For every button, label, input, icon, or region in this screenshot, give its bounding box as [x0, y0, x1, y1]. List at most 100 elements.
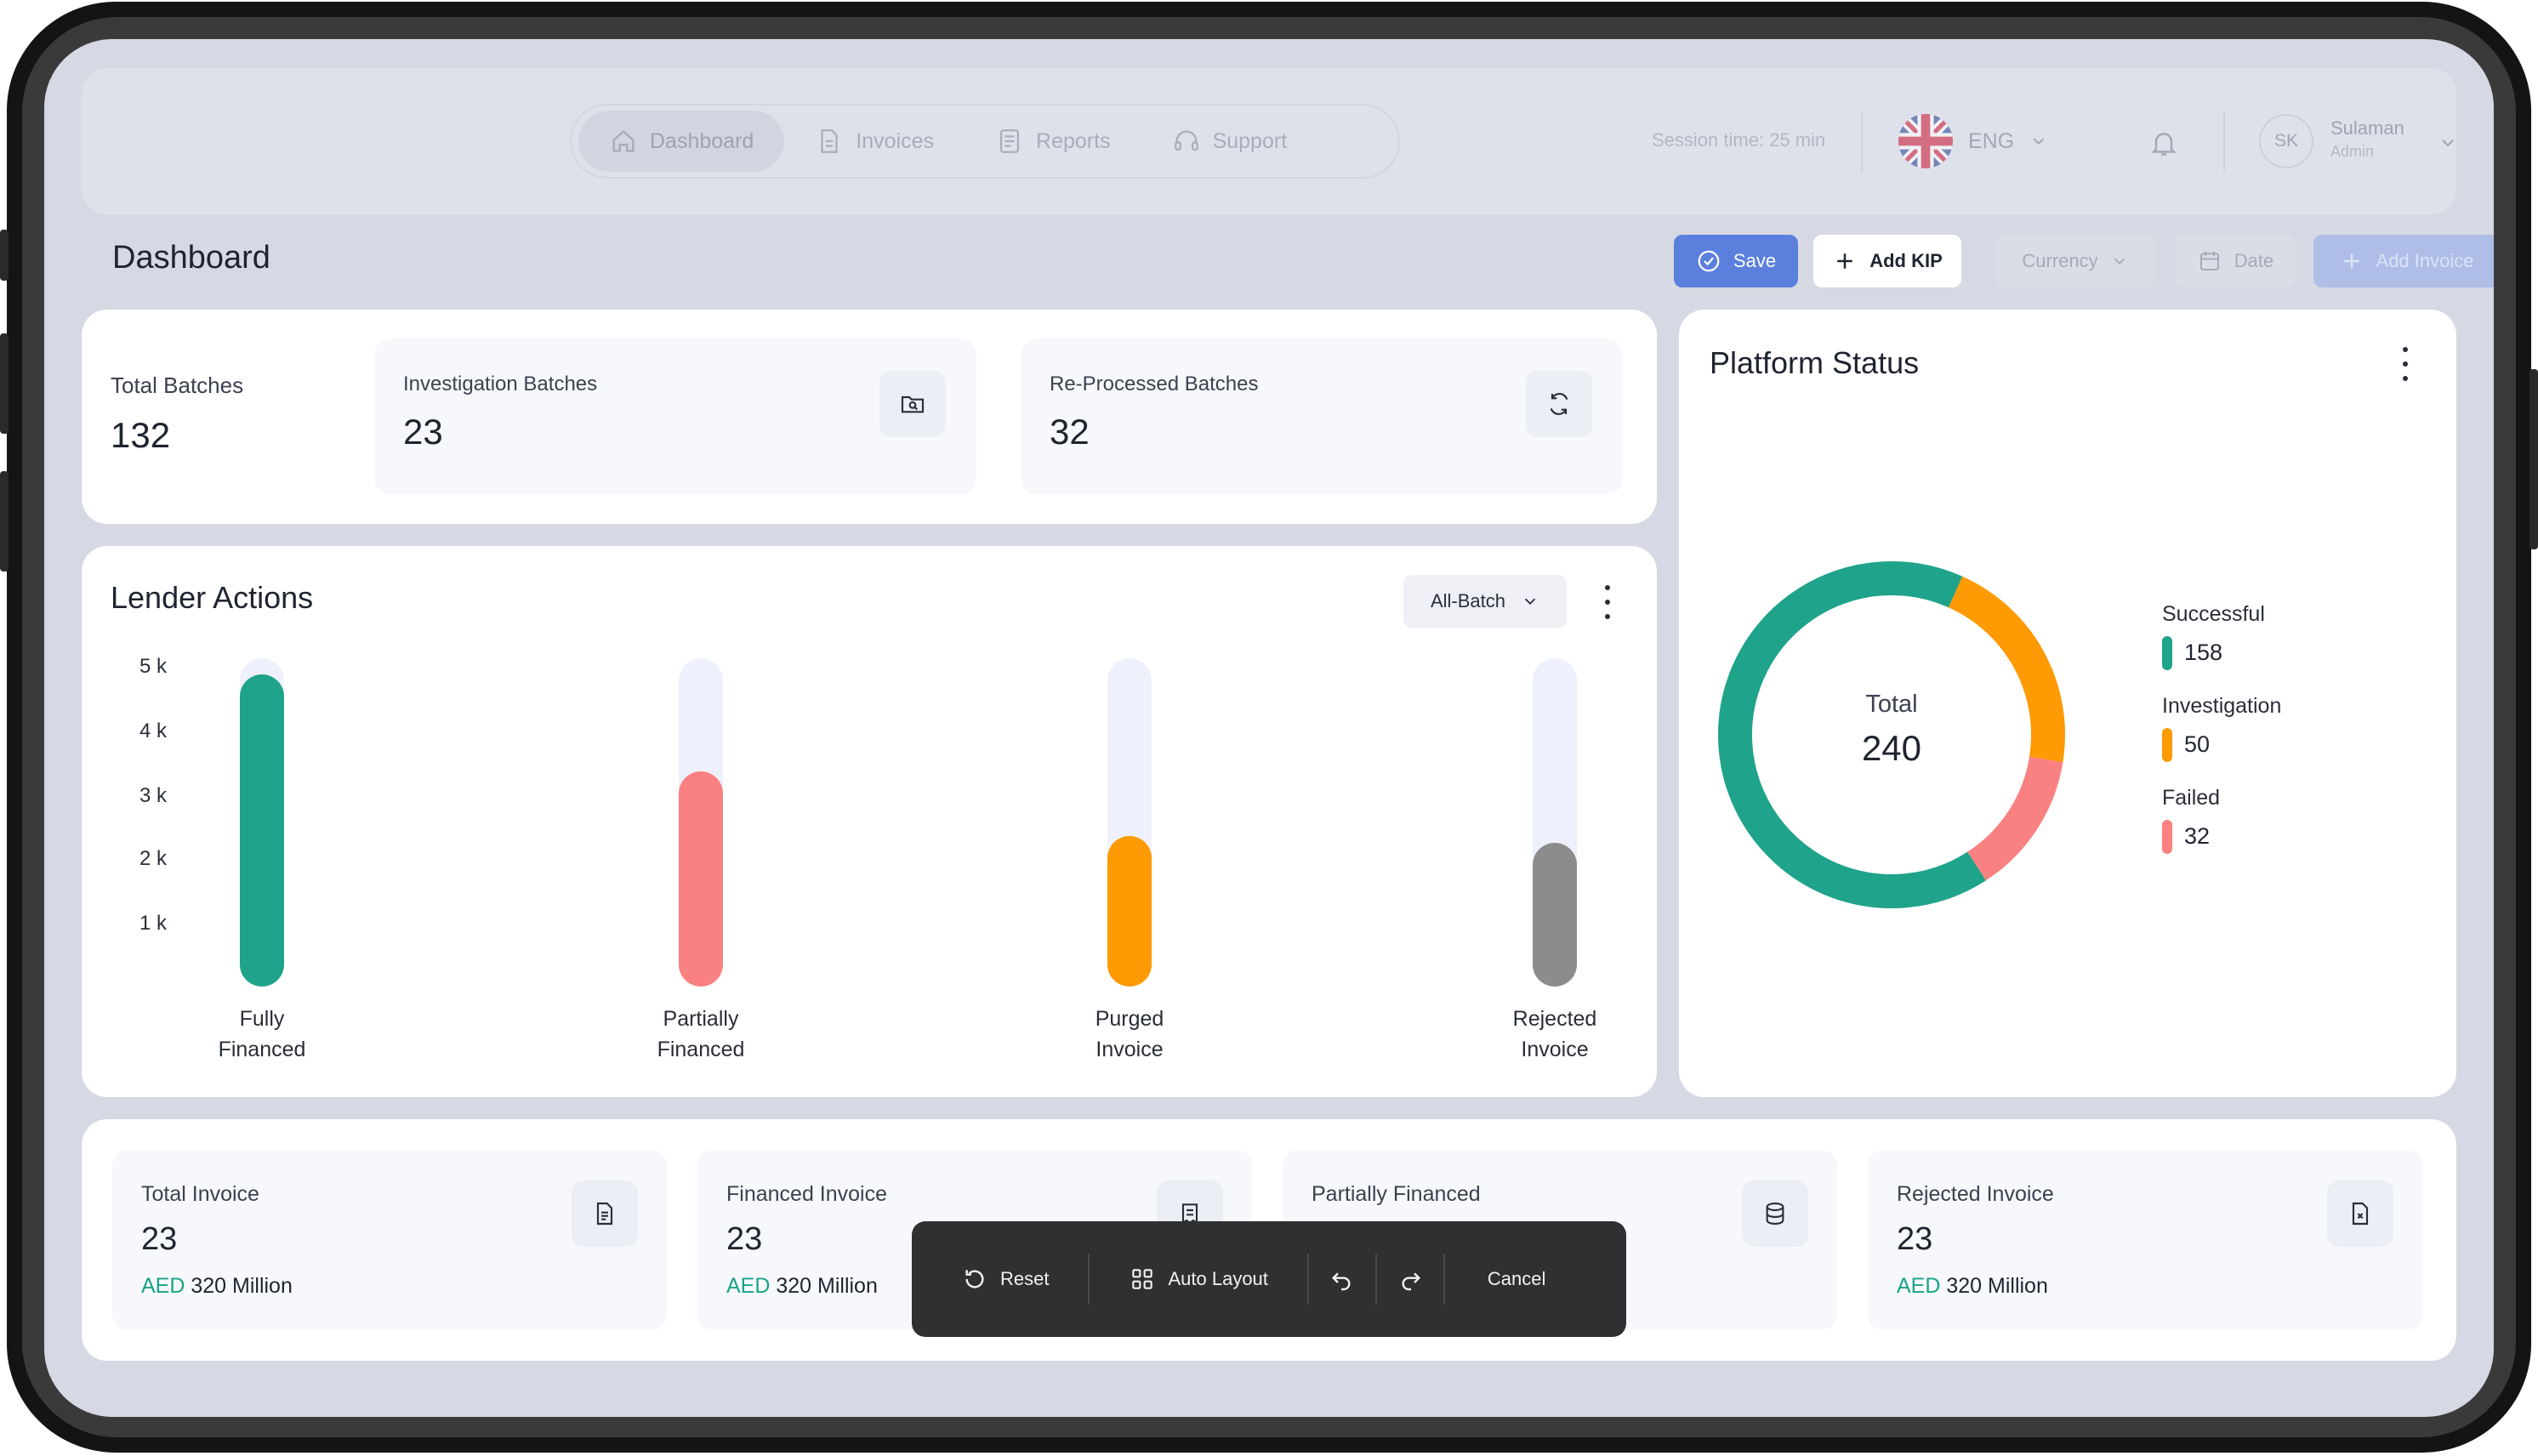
currency-code: AED: [1897, 1274, 1941, 1298]
currency-dropdown[interactable]: Currency: [1995, 235, 2155, 287]
amount-value: 320 Million: [1946, 1274, 2048, 1298]
total-invoice-card[interactable]: Total Invoice 23 AED 320 Million: [112, 1150, 667, 1330]
language-selector[interactable]: ENG: [1898, 114, 2048, 168]
reprocessed-batches-card[interactable]: Re-Processed Batches 32: [1021, 338, 1623, 495]
user-role: Admin: [2330, 143, 2375, 160]
legend-label-investigation: Investigation: [2162, 694, 2282, 718]
nav-item-label: Dashboard: [650, 128, 754, 153]
more-options-icon[interactable]: [2400, 347, 2410, 381]
invoice-title: Financed Invoice: [726, 1182, 888, 1206]
chevron-down-icon: [2033, 138, 2045, 145]
bar-category-label-line: Invoice: [1521, 1038, 1589, 1061]
invoice-amount: AED 320 Million: [726, 1274, 878, 1299]
legend-value-successful: 158: [2184, 640, 2223, 665]
invoice-amount: AED 320 Million: [1897, 1274, 2048, 1299]
add-kip-button[interactable]: Add KIP: [1813, 235, 1961, 287]
total-batches-label: Total Batches: [111, 373, 244, 398]
toolbar-divider: [1443, 1254, 1445, 1305]
reset-label: Reset: [1000, 1268, 1050, 1289]
report-icon: [999, 129, 1020, 153]
currency-code: AED: [141, 1274, 185, 1298]
y-axis-tick: 1 k: [139, 912, 168, 935]
bar-category-label-line: Rejected: [1512, 1007, 1597, 1031]
donut-slice-investigation[interactable]: [1948, 576, 2065, 763]
date-picker-button[interactable]: Date: [2176, 235, 2295, 287]
date-label: Date: [2234, 250, 2274, 271]
headset-icon: [1174, 130, 1198, 151]
add-kip-label: Add KIP: [1869, 250, 1943, 271]
legend-label-successful: Successful: [2162, 602, 2265, 626]
bar[interactable]: [1107, 836, 1152, 987]
nav-item-label: Reports: [1036, 128, 1111, 153]
platform-status-donut: [1718, 561, 2065, 908]
donut-slice-successful[interactable]: [1718, 561, 1986, 908]
database-icon: [1742, 1180, 1808, 1247]
donut-slice-failed[interactable]: [1966, 756, 2063, 881]
reset-button[interactable]: Reset: [912, 1221, 1088, 1337]
nav-item-dashboard[interactable]: Dashboard: [578, 111, 785, 172]
invoice-title: Partially Financed: [1312, 1182, 1481, 1206]
total-batches-value: 132: [111, 415, 171, 455]
bar-category-label-line: Financed: [657, 1038, 745, 1061]
document-x-icon: [2327, 1180, 2393, 1247]
cancel-label: Cancel: [1487, 1268, 1546, 1289]
cancel-button[interactable]: Cancel: [1445, 1221, 1585, 1337]
undo-button[interactable]: [1309, 1221, 1375, 1337]
language-label: ENG: [1968, 128, 2015, 153]
auto-layout-button[interactable]: Auto Layout: [1090, 1221, 1306, 1337]
reprocessed-batches-label: Re-Processed Batches: [1050, 373, 1259, 395]
screen: Dashboard Invoices Reports Support Sessi…: [44, 39, 2494, 1417]
bar-category-label: Purged Invoice: [1036, 1004, 1223, 1065]
plus-icon: [2343, 253, 2359, 269]
bar-category-label: Partially Financed: [607, 1004, 794, 1065]
bar[interactable]: [1533, 842, 1577, 987]
chevron-down-icon: [1524, 598, 1536, 606]
invoice-title: Total Invoice: [141, 1182, 259, 1206]
legend-swatch-successful: [2162, 636, 2172, 670]
divider: [1861, 111, 1863, 172]
bar[interactable]: [240, 674, 284, 987]
amount-value: 320 Million: [776, 1274, 878, 1298]
add-invoice-button[interactable]: Add Invoice: [2313, 235, 2494, 287]
save-label: Save: [1733, 250, 1777, 271]
legend-label-failed: Failed: [2162, 786, 2221, 810]
bell-icon[interactable]: [2148, 128, 2179, 158]
investigation-batches-card[interactable]: Investigation Batches 23: [374, 338, 976, 495]
platform-status-card: Platform Status Total 240 Successful 158…: [1679, 310, 2456, 1097]
nav-item-reports[interactable]: Reports: [965, 111, 1141, 172]
invoice-amount: AED 320 Million: [141, 1274, 293, 1299]
bar-category-label: Fully Financed: [168, 1004, 356, 1065]
bar-category-label-line: Purged: [1095, 1007, 1164, 1031]
redo-icon: [1402, 1272, 1420, 1291]
document-icon: [572, 1180, 638, 1247]
add-invoice-label: Add Invoice: [2376, 250, 2474, 271]
avatar[interactable]: SK: [2259, 114, 2313, 168]
donut-center-value: 240: [1861, 728, 1922, 768]
calendar-icon: [2199, 251, 2219, 270]
device-power-button: [2529, 369, 2538, 549]
nav-item-label: Support: [1212, 128, 1288, 153]
more-options-icon[interactable]: [1602, 585, 1613, 619]
chevron-down-icon[interactable]: [2438, 133, 2458, 153]
document-icon: [821, 129, 838, 153]
device-volume-up: [0, 333, 9, 434]
rejected-invoice-card[interactable]: Rejected Invoice 23 AED 320 Million: [1868, 1150, 2422, 1330]
save-button[interactable]: Save: [1674, 235, 1798, 287]
nav-item-invoices[interactable]: Invoices: [784, 111, 965, 172]
toolbar-divider: [1306, 1254, 1309, 1305]
lender-actions-card: Lender Actions All-Batch 5 k 4 k 3 k 2 k…: [82, 546, 1657, 1097]
batch-filter-dropdown[interactable]: All-Batch: [1403, 575, 1567, 628]
layout-edit-toolbar: Reset Auto Layout Cancel: [912, 1221, 1626, 1337]
session-time: Session time: 25 min: [1652, 129, 1826, 151]
bar[interactable]: [679, 771, 723, 987]
auto-layout-label: Auto Layout: [1168, 1268, 1268, 1289]
amount-value: 320 Million: [191, 1274, 293, 1298]
y-axis-tick: 4 k: [139, 719, 168, 742]
currency-label: Currency: [2022, 250, 2098, 271]
redo-button[interactable]: [1377, 1221, 1443, 1337]
folder-search-icon: [879, 371, 946, 437]
invoice-count: 23: [141, 1221, 178, 1257]
home-icon: [612, 130, 634, 152]
top-navbar: Dashboard Invoices Reports Support Sessi…: [82, 68, 2456, 214]
nav-item-support[interactable]: Support: [1141, 111, 1318, 172]
